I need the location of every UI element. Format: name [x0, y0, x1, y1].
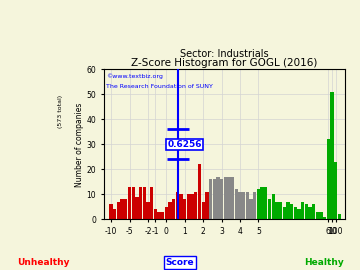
Bar: [202, 202, 205, 220]
Bar: [121, 200, 124, 220]
Bar: [128, 187, 131, 220]
Bar: [301, 202, 304, 220]
Bar: [334, 162, 337, 220]
Bar: [205, 192, 208, 220]
Bar: [275, 202, 279, 220]
Bar: [139, 187, 142, 220]
Bar: [154, 210, 157, 220]
Bar: [330, 92, 334, 220]
Bar: [183, 200, 186, 220]
Text: 0.6256: 0.6256: [167, 140, 202, 149]
Bar: [316, 212, 319, 220]
Bar: [190, 194, 194, 220]
Bar: [260, 187, 264, 220]
Bar: [216, 177, 220, 220]
Bar: [338, 214, 341, 220]
Bar: [309, 207, 312, 220]
Bar: [268, 200, 271, 220]
Bar: [220, 179, 223, 220]
Y-axis label: Number of companies: Number of companies: [75, 102, 84, 187]
Bar: [168, 202, 172, 220]
Bar: [146, 202, 150, 220]
Bar: [271, 194, 275, 220]
Text: Sector: Industrials: Sector: Industrials: [180, 49, 269, 59]
Text: The Research Foundation of SUNY: The Research Foundation of SUNY: [106, 84, 213, 89]
Bar: [231, 177, 234, 220]
Bar: [227, 177, 231, 220]
Bar: [131, 187, 135, 220]
Bar: [212, 179, 216, 220]
Bar: [198, 164, 201, 220]
Bar: [235, 190, 238, 220]
Bar: [179, 194, 183, 220]
Bar: [194, 192, 198, 220]
Bar: [264, 187, 267, 220]
Bar: [242, 192, 246, 220]
Title: Z-Score Histogram for GOGL (2016): Z-Score Histogram for GOGL (2016): [131, 59, 318, 69]
Bar: [165, 207, 168, 220]
Bar: [161, 212, 164, 220]
Bar: [238, 192, 242, 220]
Bar: [143, 187, 146, 220]
Bar: [279, 202, 282, 220]
Bar: [283, 207, 286, 220]
Bar: [124, 200, 127, 220]
Bar: [187, 194, 190, 220]
Bar: [312, 204, 315, 220]
Bar: [286, 202, 289, 220]
Bar: [294, 207, 297, 220]
Text: (573 total): (573 total): [58, 95, 63, 128]
Bar: [323, 217, 327, 220]
Bar: [176, 192, 179, 220]
Bar: [135, 197, 139, 220]
Bar: [305, 204, 308, 220]
Bar: [117, 202, 120, 220]
Text: Healthy: Healthy: [304, 258, 344, 267]
Bar: [297, 210, 301, 220]
Text: Score: Score: [166, 258, 194, 267]
Bar: [172, 200, 175, 220]
Bar: [157, 212, 161, 220]
Bar: [246, 192, 249, 220]
Bar: [224, 177, 227, 220]
Bar: [249, 200, 253, 220]
Bar: [209, 179, 212, 220]
Bar: [150, 187, 153, 220]
Bar: [113, 210, 116, 220]
Text: Unhealthy: Unhealthy: [17, 258, 69, 267]
Bar: [327, 139, 330, 220]
Bar: [109, 204, 113, 220]
Bar: [319, 212, 323, 220]
Bar: [290, 204, 293, 220]
Text: ©www.textbiz.org: ©www.textbiz.org: [106, 74, 163, 79]
Bar: [253, 192, 256, 220]
Bar: [257, 190, 260, 220]
